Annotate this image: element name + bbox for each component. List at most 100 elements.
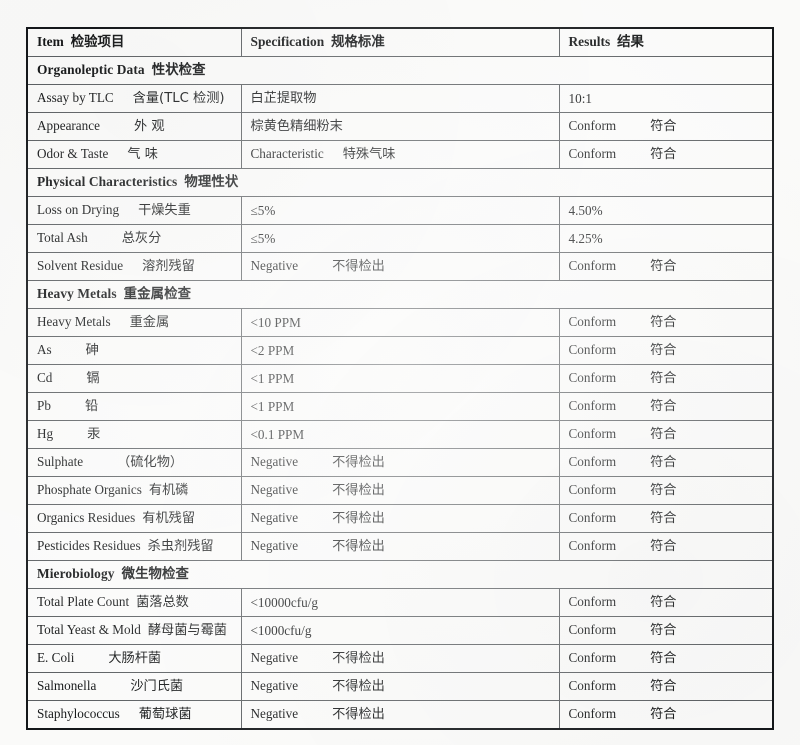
- row-result-en: Conform: [568, 398, 617, 414]
- column-header-results-cn: 结果: [617, 34, 644, 50]
- row-specification: <10000cfu/g: [240, 588, 560, 617]
- row-specification-cn: 不得检出: [332, 483, 385, 499]
- column-header-results-en: Results: [568, 33, 611, 49]
- section-header-cn: 重金属检查: [123, 286, 192, 302]
- row-specification: <1 PPM: [240, 392, 560, 421]
- row-item: Total Ash 总灰分: [26, 224, 242, 253]
- column-header-item-en: Item: [37, 33, 64, 49]
- row-item-en: Salmonella: [37, 678, 97, 694]
- row-result-en: 4.25%: [568, 230, 603, 246]
- row-result-cn: 符合: [650, 707, 677, 723]
- table-row: Total Ash 总灰分 ≤5% 4.25%: [26, 224, 774, 253]
- table-row: Pb 铅 <1 PPM Conform 符合: [26, 392, 774, 421]
- column-header-item-cn: 检验项目: [70, 34, 125, 50]
- row-specification-en: <10 PPM: [250, 314, 301, 330]
- row-result-cn: 符合: [650, 147, 677, 163]
- row-item-cn: 重金属: [129, 315, 170, 331]
- row-item-cn: 大肠杆菌: [108, 651, 162, 667]
- row-item-cn: 总灰分: [121, 231, 162, 247]
- row-result: Conform 符合: [558, 448, 774, 477]
- row-result-cn: 符合: [650, 483, 677, 499]
- row-result-en: Conform: [568, 118, 617, 134]
- row-result: Conform 符合: [558, 336, 774, 365]
- table-row: As 砷 <2 PPM Conform 符合: [26, 336, 774, 365]
- row-item: Loss on Drying 干燥失重: [26, 196, 242, 225]
- row-result: 4.25%: [558, 224, 774, 253]
- row-result-cn: 符合: [650, 371, 677, 387]
- row-specification-cn: 不得检出: [332, 651, 385, 667]
- row-result-en: Conform: [568, 538, 617, 554]
- row-item: Odor & Taste 气 味: [26, 140, 242, 169]
- section-header-cn: 微生物检查: [121, 566, 190, 582]
- row-specification-en: ≤5%: [250, 202, 276, 218]
- row-specification-en: Negative: [250, 454, 299, 470]
- row-specification-cn: 不得检出: [332, 679, 385, 695]
- table-row: Heavy Metals 重金属 <10 PPM Conform 符合: [26, 308, 774, 337]
- row-item: Salmonella 沙门氏菌: [26, 672, 242, 701]
- row-specification: Negative 不得检出: [240, 252, 560, 281]
- row-result: Conform 符合: [558, 140, 774, 169]
- row-specification: Negative 不得检出: [240, 700, 560, 730]
- row-specification-en: <2 PPM: [250, 342, 295, 358]
- table-row: Odor & Taste 气 味 Characteristic 特殊气味 Conform…: [26, 140, 774, 169]
- section-header-row: Mierobiology 微生物检查: [26, 560, 774, 589]
- row-item: Assay by TLC 含量(TLC 检测): [26, 84, 242, 113]
- row-specification-en: <10000cfu/g: [250, 594, 319, 610]
- row-result-en: Conform: [568, 650, 617, 666]
- row-item-cn: 含量(TLC 检测): [132, 91, 225, 107]
- row-specification-en: Negative: [250, 482, 299, 498]
- section-header-cn: 物理性状: [184, 174, 239, 190]
- table-row: Solvent Residue 溶剂残留 Negative 不得检出 Conform 符合: [26, 252, 774, 281]
- certificate-of-analysis-table: Item 检验项目 Specification 规格标准 Results 结果 Organo…: [26, 27, 774, 730]
- row-item-cn: 外 观: [133, 119, 165, 135]
- row-item-en: Total Yeast & Mold: [37, 622, 141, 638]
- row-item: Organics Residues 有机残留: [26, 504, 242, 533]
- row-specification-en: <1000cfu/g: [250, 622, 312, 638]
- row-item-en: Odor & Taste: [37, 146, 109, 162]
- row-result: 10:1: [558, 84, 774, 113]
- row-result-cn: 符合: [650, 679, 677, 695]
- section-header-en: Heavy Metals: [37, 285, 117, 301]
- row-item-en: Loss on Drying: [37, 202, 120, 218]
- row-result: Conform 符合: [558, 532, 774, 561]
- row-result: Conform 符合: [558, 252, 774, 281]
- section-header-en: Physical Characteristics: [37, 173, 178, 189]
- row-item-en: Total Plate Count: [37, 594, 130, 610]
- row-result-en: 4.50%: [568, 202, 603, 218]
- row-result-en: Conform: [568, 426, 617, 442]
- row-result: Conform 符合: [558, 616, 774, 645]
- table-row: Total Yeast & Mold 酵母菌与霉菌 <1000cfu/g Confor…: [26, 616, 774, 645]
- row-item-en: Cd: [37, 370, 53, 386]
- row-item: Cd 镉: [26, 364, 242, 393]
- section-header-cell: Physical Characteristics 物理性状: [26, 168, 774, 197]
- table-row: Pesticides Residues 杀虫剂残留 Negative 不得检出 Conf…: [26, 532, 774, 561]
- row-item-cn: 酵母菌与霉菌: [147, 623, 227, 639]
- table-row: Phosphate Organics 有机磷 Negative 不得检出 Conform…: [26, 476, 774, 505]
- row-specification: ≤5%: [240, 224, 560, 253]
- row-item: Phosphate Organics 有机磷: [26, 476, 242, 505]
- table-header-row: Item 检验项目 Specification 规格标准 Results 结果: [26, 27, 774, 57]
- row-item-en: Heavy Metals: [37, 314, 111, 330]
- row-item-cn: 气 味: [127, 147, 158, 163]
- section-header-cell: Organoleptic Data 性状检查: [26, 56, 774, 85]
- row-specification-en: <1 PPM: [250, 398, 295, 414]
- row-result-cn: 符合: [650, 595, 677, 611]
- row-specification: <1000cfu/g: [240, 616, 560, 645]
- row-item-en: Assay by TLC: [37, 90, 114, 106]
- row-result: Conform 符合: [558, 112, 774, 141]
- column-header-item: Item 检验项目: [26, 27, 242, 57]
- row-result: Conform 符合: [558, 476, 774, 505]
- row-specification: <1 PPM: [240, 364, 560, 393]
- column-header-specification-cn: 规格标准: [331, 34, 385, 50]
- table-row: Loss on Drying 干燥失重 ≤5% 4.50%: [26, 196, 774, 225]
- row-item-en: Total Ash: [37, 230, 88, 246]
- row-result-cn: 符合: [650, 539, 677, 555]
- row-item-cn: 有机残留: [142, 511, 196, 527]
- row-item-cn: 砷: [85, 343, 99, 359]
- row-result-en: Conform: [568, 594, 617, 610]
- row-item-en: Pesticides Residues: [37, 538, 141, 554]
- row-item: Solvent Residue 溶剂残留: [26, 252, 242, 281]
- row-item-cn: 干燥失重: [138, 203, 191, 219]
- row-result-en: Conform: [568, 482, 617, 498]
- row-result: Conform 符合: [558, 588, 774, 617]
